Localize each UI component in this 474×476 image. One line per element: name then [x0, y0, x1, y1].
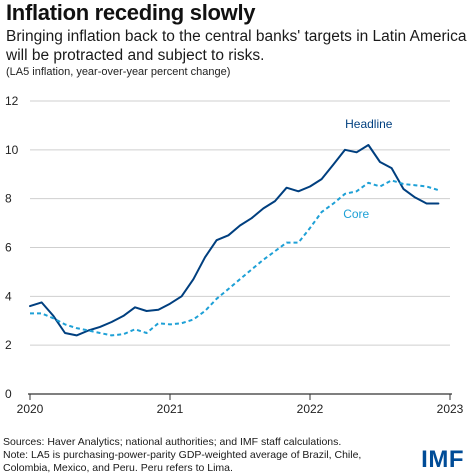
- series-line-core: [30, 179, 439, 337]
- y-tick-label: 8: [5, 192, 12, 206]
- y-tick-label: 12: [5, 94, 19, 108]
- x-tick-label: 2021: [157, 402, 184, 416]
- y-tick-label: 4: [5, 289, 12, 303]
- imf-logo: IMF: [421, 446, 464, 473]
- chart-title: Inflation receding slowly: [6, 0, 256, 25]
- y-tick-label: 10: [5, 143, 19, 157]
- footer-notes: Sources: Haver Analytics; national autho…: [3, 436, 398, 475]
- definition-note: Note: LA5 is purchasing-power-parity GDP…: [3, 449, 362, 474]
- series-label-core: Core: [343, 207, 369, 221]
- x-tick-label: 2020: [17, 402, 44, 416]
- chart-subtitle: Bringing inflation back to the central b…: [6, 28, 467, 64]
- y-tick-label: 6: [5, 241, 12, 255]
- y-tick-label: 0: [5, 387, 12, 401]
- y-tick-label: 2: [5, 338, 12, 352]
- x-tick-label: 2023: [437, 402, 464, 416]
- x-tick-label: 2022: [297, 402, 324, 416]
- chart-units-note: (LA5 inflation, year-over-year percent c…: [6, 66, 231, 78]
- source-note: Sources: Haver Analytics; national autho…: [3, 436, 342, 448]
- series-label-headline: Headline: [345, 117, 393, 131]
- series-line-headline: [29, 144, 440, 337]
